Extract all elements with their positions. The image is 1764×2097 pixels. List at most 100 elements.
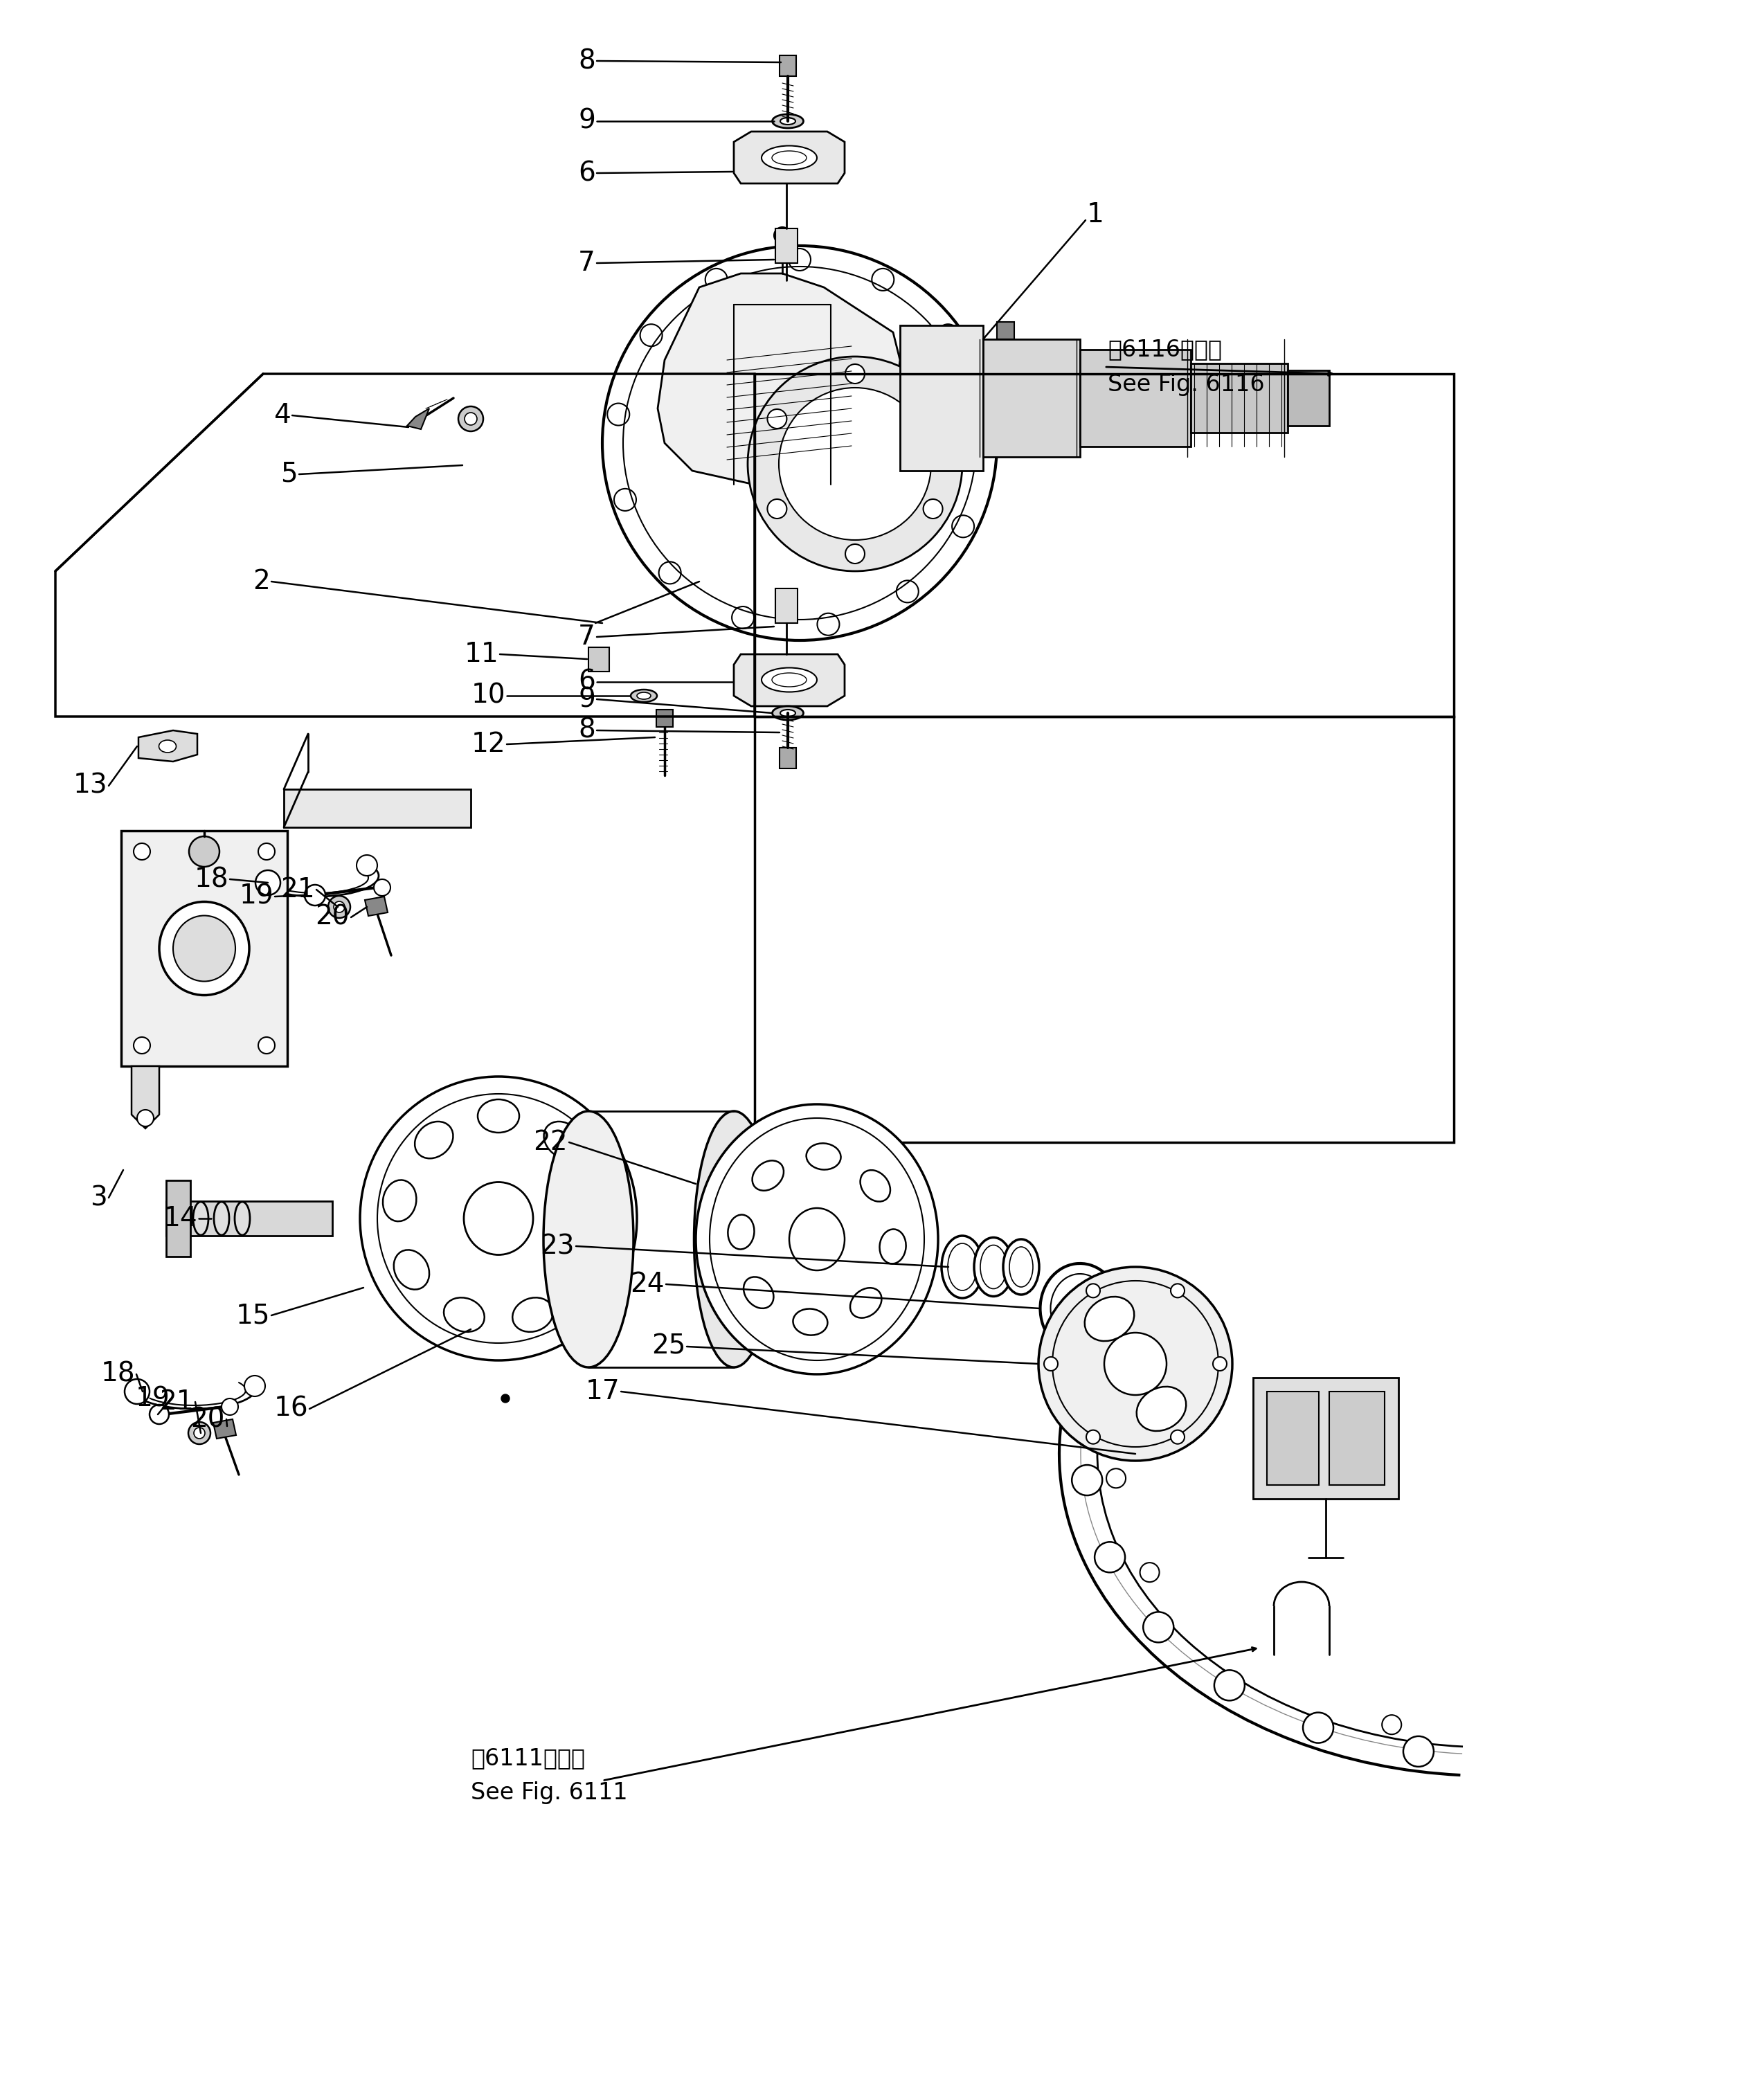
Ellipse shape — [173, 1202, 187, 1235]
Polygon shape — [734, 132, 845, 182]
Polygon shape — [656, 709, 672, 728]
Text: 19: 19 — [238, 883, 273, 910]
Polygon shape — [138, 730, 198, 761]
Polygon shape — [1330, 1392, 1385, 1485]
Text: 17: 17 — [586, 1378, 619, 1405]
Ellipse shape — [773, 113, 803, 128]
Text: 12: 12 — [471, 732, 505, 757]
Text: 第6111図参照: 第6111図参照 — [471, 1747, 586, 1770]
Ellipse shape — [693, 1111, 774, 1367]
Circle shape — [328, 895, 351, 918]
Polygon shape — [900, 325, 983, 470]
Text: 7: 7 — [579, 623, 596, 650]
Text: 7: 7 — [579, 250, 596, 277]
Text: 23: 23 — [540, 1233, 575, 1260]
Polygon shape — [734, 654, 845, 707]
Text: 4: 4 — [273, 403, 291, 428]
Polygon shape — [1267, 1392, 1319, 1485]
Circle shape — [1214, 1357, 1226, 1371]
Circle shape — [194, 1428, 205, 1439]
Circle shape — [374, 879, 390, 895]
Ellipse shape — [478, 1099, 519, 1132]
Ellipse shape — [213, 1202, 229, 1235]
Circle shape — [356, 856, 377, 877]
Circle shape — [767, 499, 787, 518]
Text: 10: 10 — [471, 684, 505, 709]
Circle shape — [1039, 1267, 1233, 1462]
Text: 3: 3 — [90, 1185, 108, 1210]
Text: 2: 2 — [252, 568, 270, 596]
Circle shape — [1304, 1713, 1334, 1743]
Text: 8: 8 — [579, 48, 596, 73]
Circle shape — [150, 1405, 169, 1424]
Circle shape — [1106, 1468, 1125, 1489]
Polygon shape — [1288, 371, 1330, 426]
Text: 第6116図参照: 第6116図参照 — [1108, 338, 1222, 361]
Polygon shape — [780, 749, 796, 768]
Text: 16: 16 — [273, 1397, 309, 1422]
Circle shape — [125, 1380, 150, 1405]
Ellipse shape — [637, 692, 651, 698]
Ellipse shape — [780, 117, 796, 124]
Ellipse shape — [393, 1250, 429, 1290]
Ellipse shape — [789, 1208, 845, 1271]
Polygon shape — [1191, 363, 1288, 432]
Text: See Fig. 6116: See Fig. 6116 — [1108, 373, 1265, 396]
Ellipse shape — [415, 1122, 453, 1158]
Text: 21: 21 — [159, 1388, 194, 1415]
Circle shape — [1404, 1736, 1434, 1766]
Ellipse shape — [1136, 1386, 1185, 1430]
Ellipse shape — [513, 1298, 554, 1332]
Ellipse shape — [173, 916, 235, 981]
Ellipse shape — [464, 1183, 533, 1254]
Ellipse shape — [713, 1214, 755, 1264]
Circle shape — [1214, 1669, 1245, 1701]
Circle shape — [305, 885, 325, 906]
Text: 6: 6 — [579, 669, 596, 694]
Ellipse shape — [762, 667, 817, 692]
Circle shape — [767, 409, 787, 428]
Circle shape — [134, 1038, 150, 1053]
Ellipse shape — [861, 1170, 891, 1202]
Polygon shape — [407, 409, 429, 430]
Text: 18: 18 — [194, 866, 229, 893]
Ellipse shape — [762, 145, 817, 170]
Ellipse shape — [729, 1214, 755, 1250]
Ellipse shape — [1085, 1296, 1134, 1342]
Ellipse shape — [445, 1298, 485, 1332]
Circle shape — [333, 902, 344, 912]
Circle shape — [464, 413, 476, 426]
Polygon shape — [122, 830, 288, 1065]
Ellipse shape — [568, 1250, 603, 1290]
Circle shape — [748, 356, 963, 570]
Circle shape — [1143, 1613, 1173, 1642]
Text: 11: 11 — [464, 642, 499, 667]
Ellipse shape — [360, 1076, 637, 1361]
Circle shape — [459, 407, 483, 432]
Ellipse shape — [880, 1229, 907, 1264]
Circle shape — [189, 1422, 210, 1445]
Polygon shape — [166, 1181, 191, 1256]
Circle shape — [1140, 1562, 1159, 1581]
Ellipse shape — [806, 1143, 841, 1170]
Circle shape — [1171, 1430, 1185, 1445]
Ellipse shape — [725, 1256, 743, 1271]
Ellipse shape — [1004, 1239, 1039, 1294]
Text: 25: 25 — [651, 1334, 686, 1359]
Text: 14: 14 — [162, 1206, 198, 1231]
Circle shape — [258, 1038, 275, 1053]
Ellipse shape — [706, 1229, 718, 1250]
Text: 20: 20 — [316, 904, 349, 931]
Polygon shape — [365, 898, 388, 916]
Circle shape — [222, 1399, 238, 1415]
Text: 8: 8 — [579, 717, 596, 744]
Polygon shape — [658, 273, 900, 484]
Ellipse shape — [794, 1309, 827, 1336]
Polygon shape — [1080, 350, 1191, 447]
Ellipse shape — [773, 707, 803, 719]
Polygon shape — [589, 648, 609, 671]
Text: 19: 19 — [136, 1386, 169, 1411]
Ellipse shape — [850, 1288, 882, 1317]
Circle shape — [138, 1109, 153, 1126]
Text: 5: 5 — [280, 461, 298, 487]
